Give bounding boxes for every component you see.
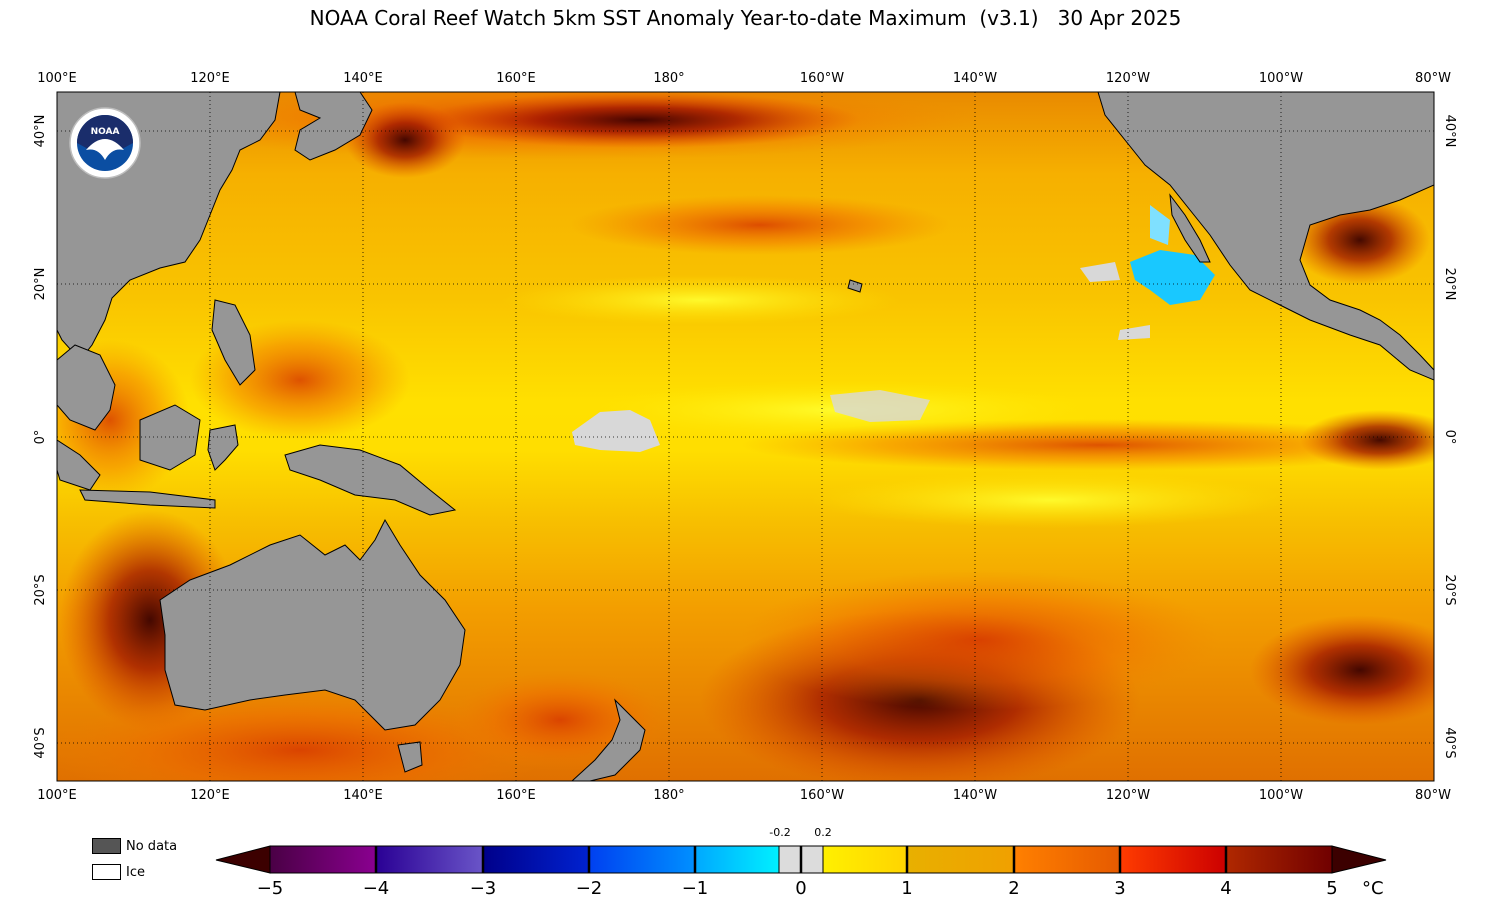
land-australia	[159, 518, 466, 731]
colorbar-unit: °C	[1362, 878, 1384, 899]
colorbar-small-label: 0.2	[814, 826, 832, 839]
anomaly-patch	[500, 275, 900, 325]
colorbar-tick: 1	[901, 878, 913, 899]
colorbar-extend-min	[215, 845, 271, 874]
anomaly-patch	[450, 670, 670, 770]
colorbar-segment	[376, 846, 483, 873]
land-new-guinea	[284, 444, 457, 516]
figure-title: NOAA Coral Reef Watch 5km SST Anomaly Ye…	[309, 6, 1182, 30]
lon-label-top: 180°	[653, 71, 685, 86]
land-japan	[294, 92, 373, 161]
graticule	[57, 92, 1434, 781]
land-new-zealand	[571, 698, 646, 781]
noaa-logo-icon: NOAA	[69, 107, 141, 179]
colorbar-segment	[589, 846, 695, 873]
colorbar-tick: 5	[1326, 878, 1338, 899]
anomaly-patch	[570, 195, 950, 255]
lon-label-top: 140°E	[343, 71, 383, 86]
land-indochina	[57, 344, 116, 431]
land-java	[79, 489, 216, 509]
anomaly-patch	[740, 570, 1220, 710]
near-zero-patch	[1118, 325, 1150, 340]
negative-anomaly-patch	[1130, 250, 1215, 305]
lon-label-top: 100°W	[1258, 71, 1304, 86]
anomaly-patch	[1300, 410, 1434, 470]
colorbar-extend-max	[1331, 845, 1387, 874]
colorbar-tick: −4	[362, 878, 390, 899]
near-zero-patch	[830, 390, 930, 422]
colorbar-minor-dividers	[778, 846, 824, 873]
colorbar-tick: 2	[1008, 878, 1020, 899]
lon-label-bottom: 160°W	[799, 788, 845, 803]
near-zero-patch	[572, 410, 660, 452]
lon-label-bottom: 140°W	[952, 788, 998, 803]
colorbar-tick: −2	[575, 878, 603, 899]
lon-label-top: 120°E	[190, 71, 230, 86]
colorbar-segment	[1120, 846, 1226, 873]
colorbar-dividers	[374, 846, 1228, 873]
lon-label-bottom: 120°E	[190, 788, 230, 803]
lon-label-bottom: 180°	[653, 788, 685, 803]
map-frame	[56, 91, 1435, 782]
no-data-swatch	[92, 838, 121, 854]
land-philippines	[211, 299, 256, 386]
colorbar-segment	[907, 846, 1014, 873]
ice-swatch	[92, 864, 121, 880]
colorbar-tick: −1	[681, 878, 709, 899]
lon-label-top: 80°W	[1415, 71, 1451, 86]
lon-label-bottom: 80°W	[1415, 788, 1451, 803]
lon-label-top: 160°W	[799, 71, 845, 86]
colorbar-tick: 3	[1114, 878, 1126, 899]
land-hawaii	[847, 279, 863, 293]
anomaly-patch	[810, 472, 1290, 528]
lon-label-top: 140°W	[952, 71, 998, 86]
anomaly-patch	[1250, 615, 1434, 725]
no-data-label: No data	[126, 839, 178, 854]
land-baja	[1169, 193, 1211, 263]
colorbar-segment	[695, 846, 779, 873]
land-sulawesi	[207, 424, 239, 471]
lon-label-bottom: 100°W	[1258, 788, 1304, 803]
colorbar-segment	[270, 846, 376, 873]
lon-label-bottom: 160°E	[496, 788, 536, 803]
lon-label-top: 100°E	[37, 71, 77, 86]
colorbar-segment	[483, 846, 589, 873]
colorbar-tick: 4	[1220, 878, 1232, 899]
colorbar-small-label: -0.2	[769, 826, 791, 839]
land-north-america	[1097, 92, 1434, 381]
colorbar-segment	[823, 846, 907, 873]
lon-label-bottom: 140°E	[343, 788, 383, 803]
noaa-logo-text: NOAA	[91, 127, 120, 137]
near-zero-patch	[1080, 262, 1120, 282]
colorbar-tick: 0	[795, 878, 807, 899]
lon-label-top: 160°E	[496, 71, 536, 86]
colorbar-tick: −3	[469, 878, 497, 899]
negative-anomaly-patch	[1150, 205, 1170, 245]
land-borneo	[139, 404, 201, 471]
colorbar	[215, 845, 1387, 874]
anomaly-patch	[420, 92, 860, 148]
colorbar-segment	[1014, 846, 1120, 873]
colorbar-segment	[1226, 846, 1332, 873]
lon-label-bottom: 120°W	[1105, 788, 1151, 803]
colorbar-tick: −5	[256, 878, 284, 899]
land-tasmania	[397, 741, 423, 773]
ice-label: Ice	[126, 865, 145, 880]
lon-label-bottom: 100°E	[37, 788, 77, 803]
lon-label-top: 120°W	[1105, 71, 1151, 86]
